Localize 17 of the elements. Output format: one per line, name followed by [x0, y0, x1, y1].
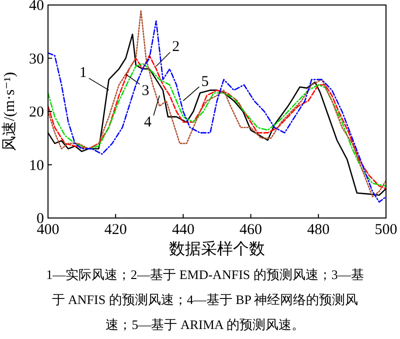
y-axis-title: 风速/(m·s⁻¹): [1, 72, 18, 152]
annotation: 5: [201, 74, 209, 90]
annotation: 3: [142, 83, 150, 100]
annotation: 4: [144, 114, 152, 131]
y-tick-label: 20: [29, 104, 44, 120]
y-tick-label: 40: [29, 0, 44, 14]
x-tick-label: 420: [104, 222, 127, 238]
x-tick-label: 460: [240, 222, 262, 238]
annotation: 1: [79, 65, 87, 82]
x-tick-label: 480: [307, 222, 330, 238]
text: 1—实际风速；2—基于 EMD-ANFIS 的预测风速；3—基于 ANFIS 的预测风速；4—基于 BP 神经网络的预测风速；5—基于 ARIMA 的预测风速。: [45, 266, 365, 334]
x-tick-label: 500: [374, 222, 398, 238]
x-tick-label: 440: [172, 222, 194, 238]
y-tick-label: 30: [29, 51, 44, 68]
y-tick-label: 10: [29, 158, 44, 174]
annotation: 2: [172, 39, 180, 56]
x-axis-title: 数据采样个数: [169, 240, 265, 258]
